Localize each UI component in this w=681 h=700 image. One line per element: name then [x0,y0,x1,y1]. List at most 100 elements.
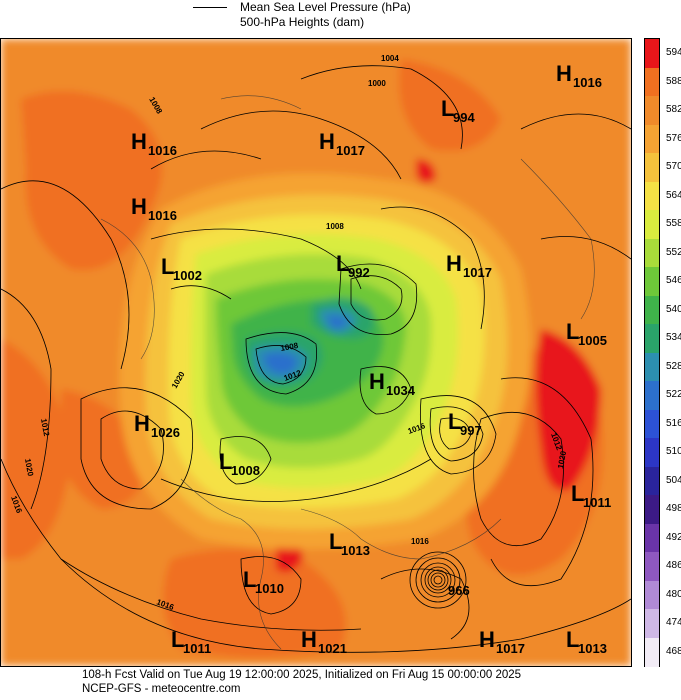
pressure-center-value: 1011 [583,495,611,510]
pressure-center-value: 1026 [151,425,180,440]
pressure-center-value: 1034 [386,383,416,398]
high-pressure-letter: H [134,411,150,436]
pressure-center-value: 1017 [336,143,365,158]
colorbar-tick-label: 540 [666,303,681,315]
high-pressure-letter: H [479,627,495,652]
low-pressure-letter: L [448,409,461,434]
heights-legend-label: 500-hPa Heights (dam) [240,15,365,29]
colorbar-cell [645,153,659,182]
colorbar-cell [645,324,659,353]
colorbar-cell [645,210,659,239]
colorbar-tick-label: 588 [666,75,681,87]
isobar-value-label: 1020 [556,450,568,470]
colorbar-cell [645,295,659,325]
map-canvas: 1004100010081008100810121020101610121020… [1,39,631,666]
pressure-center-value: 1002 [173,268,202,283]
pressure-center-value: 1010 [255,581,284,596]
colorbar-cell [645,238,659,268]
low-pressure-letter: L [566,319,579,344]
mslp-isobars [1,65,631,653]
map-legend: Mean Sea Level Pressure (hPa) 500-hPa He… [0,0,681,38]
forecast-valid-text: 108-h Fcst Valid on Tue Aug 19 12:00:00 … [82,669,522,681]
pressure-center-value: 994 [453,110,475,125]
colorbar-tick-label: 504 [666,474,681,486]
height-shading [1,39,631,666]
pressure-center-value: 1016 [148,208,177,223]
colorbar-tick-label: 486 [666,560,681,572]
colorbar-tick-label: 582 [666,104,681,116]
low-pressure-letter: L [161,254,174,279]
colorbar-tick-label: 558 [666,218,681,230]
colorbar-tick-label: 534 [666,332,681,344]
colorbar-tick-label: 516 [666,417,681,429]
isobar-value-label: 1008 [280,341,300,353]
low-pressure-letter: L [243,567,256,592]
pressure-center-value: 1011 [183,641,211,656]
isobar-value-label: 1004 [381,54,399,63]
colorbar-tick-label: 576 [666,132,681,144]
colorbar-tick-label: 546 [666,275,681,287]
high-pressure-letter: H [131,194,147,219]
colorbar-tick-label: 522 [666,389,681,401]
isobar-value-label: 1000 [368,79,386,88]
pressure-center-value: 1005 [578,333,607,348]
pressure-center-value: 997 [460,423,482,438]
mslp-legend-line [193,7,227,8]
colorbar-cell [645,39,659,68]
colorbar-cell [645,409,659,439]
colorbar-tick-label: 498 [666,503,681,515]
colorbar-cell [645,124,659,154]
colorbar-cell [645,352,659,382]
low-pressure-letter: L [329,529,342,554]
height-colorbar [644,38,660,667]
colorbar-cell [645,438,659,467]
isobar-value-label: 1016 [411,537,429,546]
high-pressure-letter: H [301,627,317,652]
colorbar-cell [645,609,659,638]
colorbar-cell [645,67,659,97]
colorbar-cell [645,637,659,667]
isobar-value-label: 1012 [39,418,51,438]
low-pressure-letter: L [336,251,349,276]
low-pressure-letter: L [571,481,584,506]
colorbar-cell [645,495,659,524]
pressure-center-value: 1013 [578,641,607,656]
colorbar-cell [645,523,659,553]
high-pressure-letter: H [319,129,335,154]
coastlines [100,95,595,650]
pressure-center-value: 1017 [496,641,525,656]
weather-map: 1004 1000 1008 1008 1008 1012 1020 1016 1012 1020… [0,38,632,667]
colorbar-tick-label: 594 [666,47,681,59]
colorbar-tick-label: 528 [666,360,681,372]
colorbar-cell [645,552,659,581]
colorbar-tick-label: 570 [666,161,681,173]
pressure-center-value: 992 [348,265,370,280]
low-pressure-letter: L [171,627,184,652]
storm-isobars [409,551,467,609]
low-pressure-letter: L [219,449,232,474]
high-pressure-letter: H [131,129,147,154]
colorbar-tick-label: 564 [666,189,681,201]
colorbar-tick-label: 492 [666,531,681,543]
pressure-center-value: 1021 [318,641,347,656]
isobar-value-label: 1020 [23,458,35,478]
source-text: NCEP-GFS - meteocentre.com [82,683,241,695]
colorbar-tick-label: 510 [666,446,681,458]
high-pressure-letter: H [446,251,462,276]
pressure-center-value: 1013 [341,543,370,558]
mslp-legend-label: Mean Sea Level Pressure (hPa) [240,0,411,14]
pressure-center-value: 1017 [463,265,492,280]
high-pressure-letter: H [369,369,385,394]
high-pressure-letter: H [556,61,572,86]
pressure-center-value: 1016 [573,75,602,90]
colorbar-cell [645,381,659,410]
colorbar-cell [645,580,659,610]
colorbar-cell [645,267,659,296]
isobar-value-label: 1008 [326,222,344,231]
low-pressure-letter: L [441,96,454,121]
pressure-center-value: 1008 [231,463,260,478]
low-pressure-letter: L [566,627,579,652]
pressure-center-value: 1016 [148,143,177,158]
colorbar-tick-label: 468 [666,645,681,657]
